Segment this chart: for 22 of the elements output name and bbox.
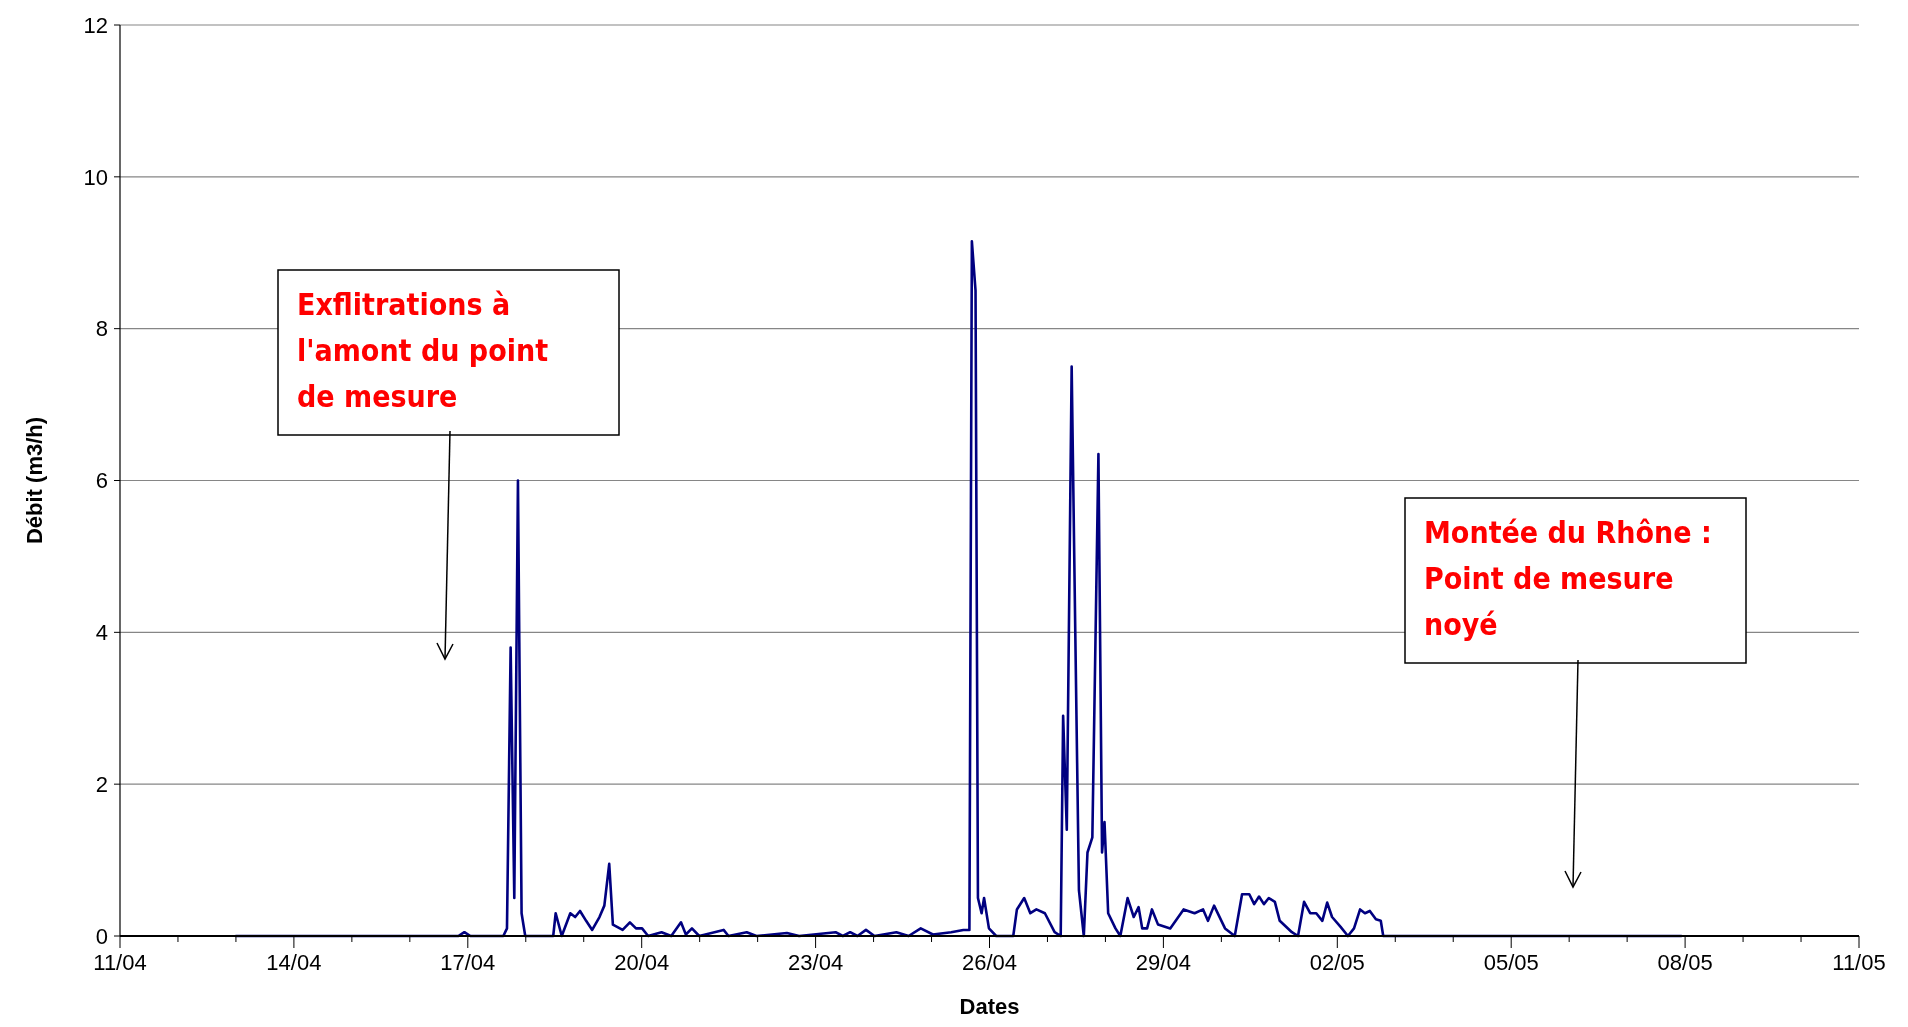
y-tick-label: 4 [95, 620, 108, 646]
x-tick-label: 20/04 [614, 950, 670, 975]
annotation: Exflitrations à l'amont du point de mesure [297, 287, 549, 414]
y-tick-label: 10 [83, 164, 108, 190]
annotation: Montée du Rhône : Point de mesure noyé [1424, 515, 1712, 642]
x-tick-label: 11/04 [93, 950, 147, 975]
y-axis-title: Débit (m3/h) [22, 416, 47, 545]
x-tick-label: 11/05 [1832, 950, 1886, 975]
x-tick-label: 26/04 [961, 950, 1018, 975]
y-tick-label: 2 [95, 771, 108, 797]
x-tick-label: 02/05 [1309, 950, 1365, 975]
y-tick-label: 8 [95, 316, 108, 342]
x-tick-label: 05/05 [1483, 950, 1539, 975]
x-axis-title: Dates [959, 994, 1020, 1019]
x-tick-label: 08/05 [1657, 950, 1713, 975]
y-tick-label: 0 [95, 923, 108, 949]
x-tick-label: 14/04 [266, 950, 322, 975]
x-tick-label: 29/04 [1135, 950, 1191, 975]
x-tick-label: 23/04 [788, 950, 844, 975]
y-tick-label: 6 [95, 468, 108, 494]
x-tick-label: 17/04 [440, 950, 496, 975]
y-tick-label: 12 [83, 12, 108, 38]
